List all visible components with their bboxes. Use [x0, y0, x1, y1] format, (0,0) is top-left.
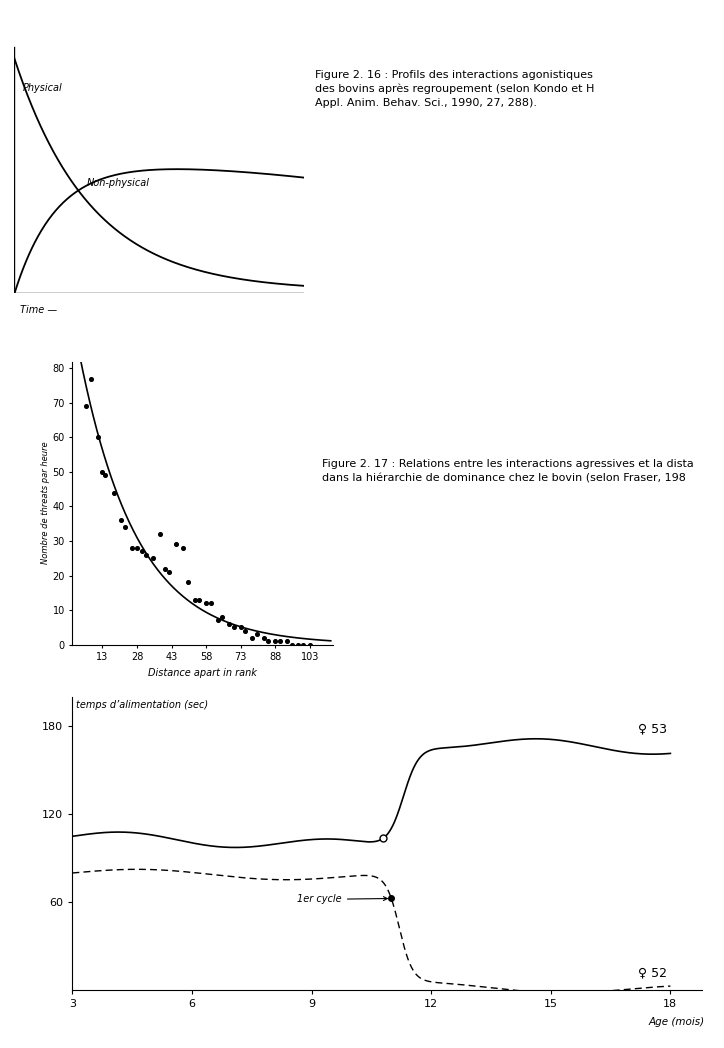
Point — [201, 594, 212, 611]
Point — [274, 633, 286, 650]
X-axis label: Distance apart in rank: Distance apart in rank — [148, 668, 257, 678]
Point — [159, 561, 170, 577]
Point — [154, 526, 166, 543]
Point — [281, 633, 292, 650]
Point — [140, 546, 152, 563]
Text: Non-physical: Non-physical — [87, 178, 150, 188]
Text: 1er cycle: 1er cycle — [298, 894, 387, 904]
Point — [251, 626, 263, 642]
Point — [170, 537, 182, 553]
Point — [92, 429, 104, 445]
Text: Age (mois): Age (mois) — [648, 1017, 704, 1027]
Point — [212, 612, 224, 629]
Point — [177, 540, 189, 556]
Point — [292, 636, 304, 653]
Point — [205, 594, 216, 611]
Text: Time —: Time — — [20, 305, 57, 315]
Point — [298, 636, 309, 653]
Point — [304, 636, 316, 653]
Point — [193, 591, 205, 608]
Point — [80, 398, 92, 415]
Point — [286, 636, 298, 653]
Text: temps d’alimentation (sec): temps d’alimentation (sec) — [77, 700, 209, 709]
Text: ♀ 53: ♀ 53 — [639, 723, 668, 736]
Point — [99, 467, 111, 484]
Point — [224, 615, 235, 632]
Point — [96, 463, 108, 480]
Text: Figure 2. 17 : Relations entre les interactions agressives et la dista
dans la h: Figure 2. 17 : Relations entre les inter… — [322, 459, 694, 483]
Point — [136, 543, 148, 560]
Point — [131, 540, 143, 556]
Point — [119, 519, 131, 536]
Point — [240, 623, 251, 639]
Point — [246, 629, 258, 646]
Point — [164, 564, 175, 581]
Point — [235, 619, 247, 636]
Point — [85, 370, 96, 387]
Point — [115, 511, 127, 528]
Text: ♀ 52: ♀ 52 — [639, 966, 668, 979]
Point — [263, 633, 274, 650]
Point — [182, 574, 193, 591]
Point — [108, 484, 119, 501]
Point — [269, 633, 281, 650]
Point — [148, 550, 159, 567]
Text: Physical: Physical — [23, 83, 63, 92]
Point — [189, 591, 201, 608]
Y-axis label: Nombre de threats par heure: Nombre de threats par heure — [41, 441, 50, 565]
Point — [216, 609, 228, 626]
Point — [127, 540, 138, 556]
Point — [228, 619, 240, 636]
Point — [258, 629, 269, 646]
Text: Figure 2. 16 : Profils des interactions agonistiques
des bovins après regroupeme: Figure 2. 16 : Profils des interactions … — [316, 69, 594, 108]
